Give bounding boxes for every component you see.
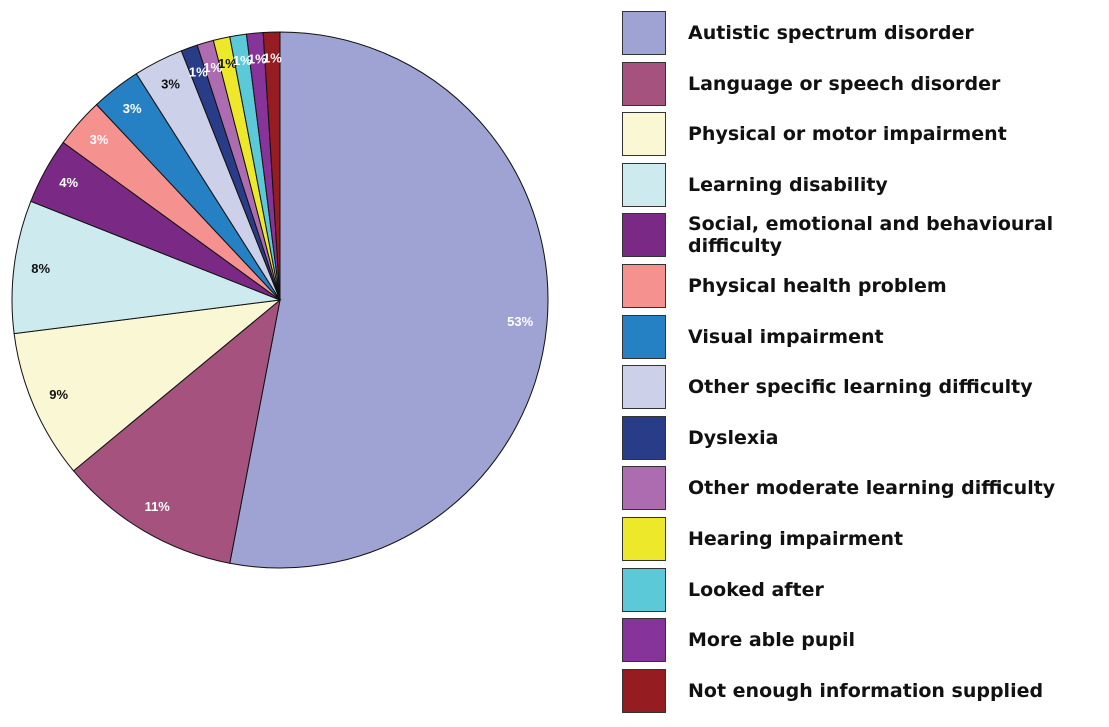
legend-swatch — [622, 61, 666, 106]
data-label: 1% — [189, 64, 208, 79]
pie-slice — [229, 31, 549, 569]
legend-label: Other moderate learning difficulty — [688, 477, 1056, 500]
pie-area: 53%11%9%8%4%3%3%3%1%1%1%1%1%1% — [11, 31, 549, 569]
legend-label: Other specific learning difficulty — [688, 376, 1033, 399]
legend-swatch — [622, 415, 666, 460]
legend-item: Other moderate learning difficulty — [622, 465, 1102, 511]
legend-label: Learning disability — [688, 173, 888, 196]
legend-item: More able pupil — [622, 617, 1102, 663]
legend-item: Autistic spectrum disorder — [622, 10, 1102, 56]
data-label: 3% — [90, 132, 109, 147]
legend-label: Dyslexia — [688, 426, 779, 449]
legend-label: Looked after — [688, 578, 824, 601]
legend-swatch — [622, 314, 666, 359]
data-label: 1% — [263, 50, 282, 65]
legend-swatch — [622, 11, 666, 55]
data-label: 8% — [31, 261, 50, 276]
data-label: 1% — [203, 60, 222, 75]
data-label: 9% — [49, 387, 68, 402]
legend-swatch — [622, 466, 666, 511]
legend-swatch — [622, 567, 666, 612]
legend-item: Physical health problem — [622, 263, 1102, 309]
legend-item: Language or speech disorder — [622, 61, 1102, 107]
legend-label: Not enough information supplied — [688, 679, 1044, 702]
data-label: 1% — [248, 51, 267, 66]
legend-label: More able pupil — [688, 629, 856, 652]
legend-swatch — [622, 365, 666, 410]
pie-slice — [11, 200, 281, 335]
legend-item: Looked after — [622, 567, 1102, 613]
data-label: 11% — [145, 499, 171, 514]
data-label: 53% — [507, 314, 533, 329]
legend-label: Social, emotional and behavioural diffic… — [688, 213, 1054, 258]
legend-swatch — [622, 668, 666, 713]
data-label: 4% — [59, 175, 78, 190]
pie-slice — [262, 31, 281, 301]
legend-label: Hearing impairment — [688, 527, 904, 550]
legend-label: Physical health problem — [688, 274, 947, 297]
legend-swatch — [622, 112, 666, 157]
legend-item: Social, emotional and behavioural diffic… — [622, 212, 1102, 258]
legend-swatch — [622, 213, 666, 258]
legend-item: Not enough information supplied — [622, 668, 1102, 714]
legend-item: Dyslexia — [622, 415, 1102, 461]
legend-item: Learning disability — [622, 162, 1102, 208]
legend: Autistic spectrum disorder Language or sp… — [622, 10, 1102, 718]
pie-slice — [72, 298, 281, 564]
data-label: 1% — [233, 53, 252, 68]
legend-swatch — [622, 162, 666, 207]
legend-label: Autistic spectrum disorder — [688, 22, 974, 44]
pie-slice — [13, 299, 282, 472]
data-label: 3% — [123, 101, 142, 116]
legend-swatch — [622, 263, 666, 308]
legend-item: Physical or motor impairment — [622, 111, 1102, 157]
legend-item: Visual impairment — [622, 314, 1102, 360]
data-label: 3% — [161, 77, 180, 92]
legend-label: Language or speech disorder — [688, 72, 1001, 95]
legend-swatch — [622, 618, 666, 663]
legend-label: Physical or motor impairment — [688, 123, 1007, 146]
legend-swatch — [622, 516, 666, 561]
legend-label: Visual impairment — [688, 325, 884, 348]
legend-item: Hearing impairment — [622, 516, 1102, 562]
data-label: 1% — [218, 56, 237, 71]
legend-item: Other specific learning difficulty — [622, 364, 1102, 410]
